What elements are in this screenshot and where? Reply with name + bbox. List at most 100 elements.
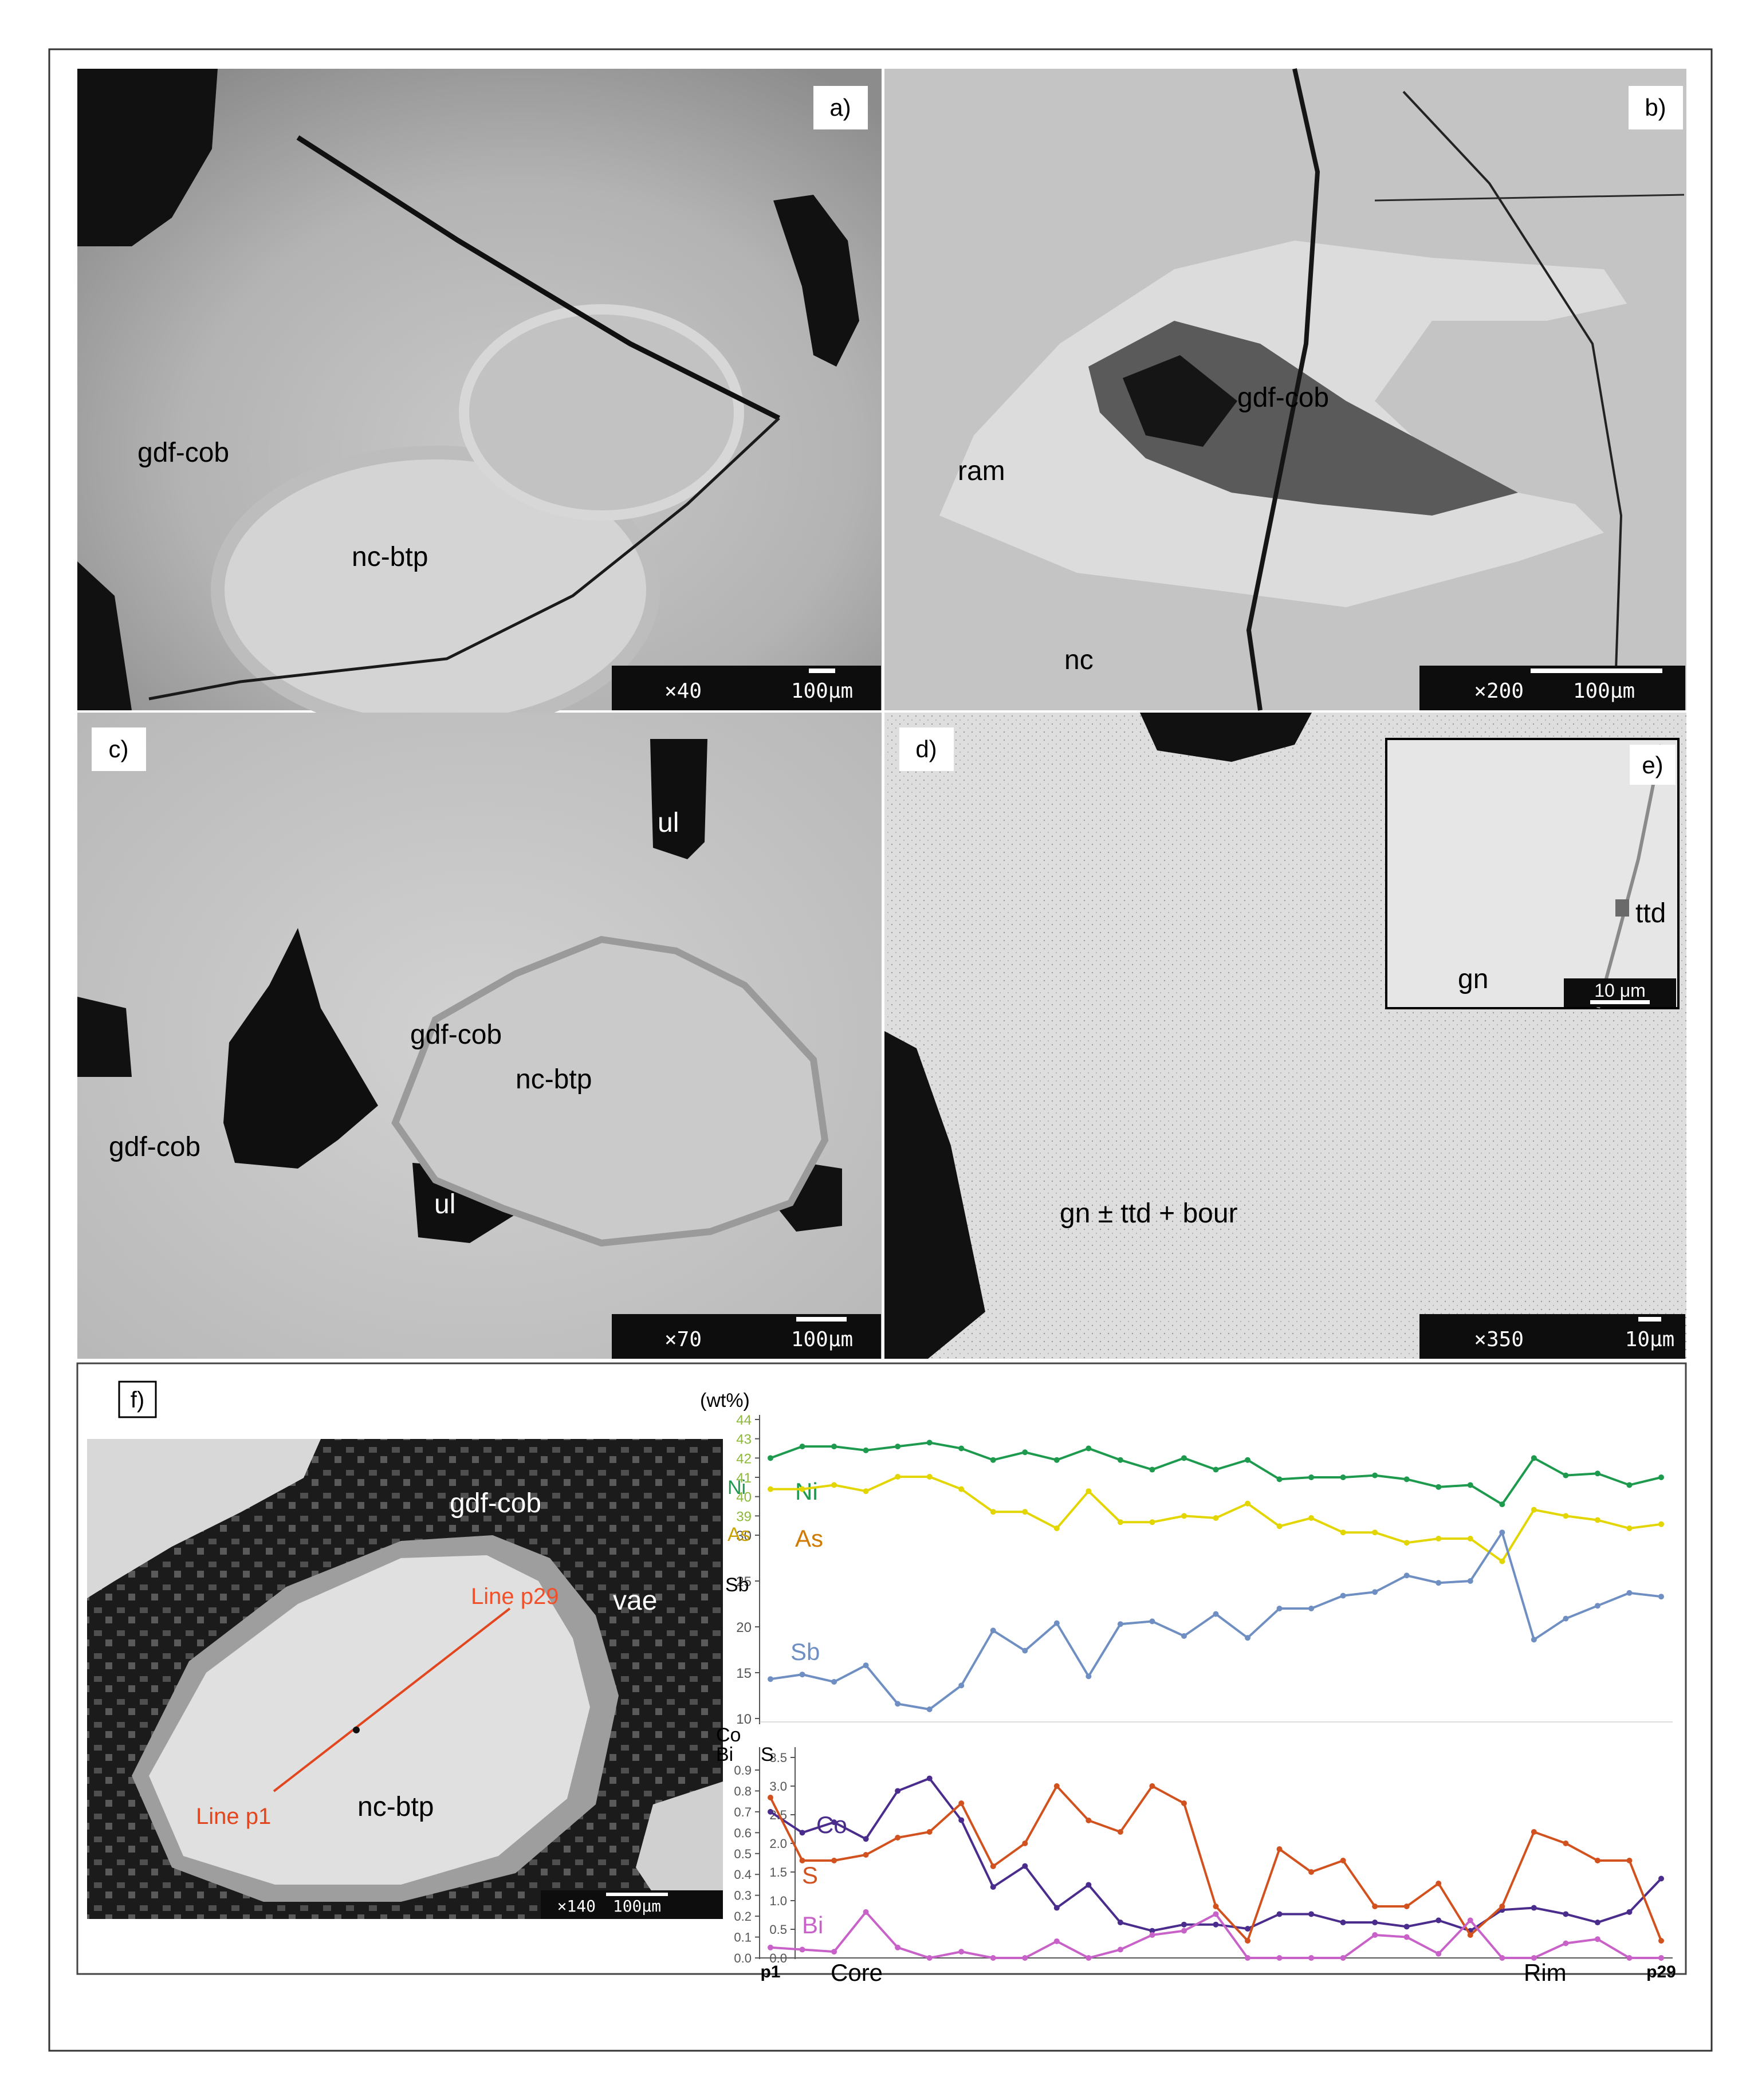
data-point-ni (958, 1445, 965, 1452)
cobi-tick-label: 0.9 (734, 1763, 752, 1777)
data-point-sb (1531, 1637, 1537, 1643)
panel-e-ttd-grain (1615, 899, 1629, 917)
ni-tick-label: 43 (736, 1432, 752, 1448)
panel-d-dark-grain-top (1140, 713, 1312, 762)
series-line-ni (770, 1441, 1662, 1506)
ni-tick-label: 40 (736, 1490, 752, 1505)
data-point-s (926, 1829, 933, 1835)
data-point-as (1436, 1536, 1442, 1541)
data-point-co (958, 1817, 965, 1823)
data-point-as (990, 1509, 996, 1515)
panel-d: d) gn ± ttd + bour ×350 10μm e) ttd gn 1… (884, 713, 1686, 1359)
panel-a-dark-grain-left (77, 69, 218, 246)
cobi-tick-label: 0.3 (734, 1889, 752, 1903)
data-point-bi (1340, 1955, 1346, 1961)
cobi-tick-label: 0.6 (734, 1826, 752, 1840)
series-label-s: S (802, 1862, 818, 1889)
data-point-bi (895, 1944, 901, 1950)
panel-c-dark-void-center (223, 928, 378, 1169)
panel-a-scale-bar-label: 100μm (791, 679, 853, 703)
panel-b-tag: b) (1645, 94, 1666, 121)
panel-f-scale-bar-label: 100μm (613, 1897, 661, 1916)
data-point-co (926, 1775, 933, 1782)
data-point-sb (1403, 1572, 1410, 1579)
data-point-ni (831, 1444, 837, 1450)
panel-e-scale-bar-label: 10 μm (1594, 980, 1646, 1001)
series-label-sb: Sb (791, 1638, 820, 1665)
data-point-co (1372, 1920, 1378, 1926)
data-point-co (1436, 1917, 1442, 1924)
data-point-sb (1658, 1594, 1664, 1600)
data-point-s (1213, 1904, 1219, 1909)
cobi-tick-label: 0.1 (734, 1930, 752, 1945)
data-point-ni (926, 1440, 933, 1446)
data-point-as (1022, 1509, 1028, 1515)
panel-a-label-nc-btp: nc-btp (352, 542, 428, 572)
data-point-s (1340, 1858, 1346, 1863)
data-point-bi (1149, 1932, 1155, 1938)
panel-f-label-nc-btp: nc-btp (357, 1792, 434, 1822)
cobi-tick-label: 0.8 (734, 1784, 752, 1798)
panel-f-profile-point (353, 1727, 360, 1733)
axis-name-as: As (727, 1524, 750, 1545)
axis-name-bi: Bi (716, 1744, 733, 1765)
panel-f-scale-mag: ×140 (557, 1897, 596, 1916)
data-point-ni (1213, 1466, 1219, 1473)
data-point-as (1531, 1507, 1537, 1513)
cobi-tick-label: 0.7 (734, 1805, 752, 1819)
data-point-ni (1117, 1457, 1123, 1463)
data-point-as (1117, 1519, 1123, 1525)
data-point-sb (1213, 1611, 1219, 1617)
data-point-s (1403, 1904, 1410, 1909)
panel-e-tag-box (1630, 745, 1676, 785)
s-tick-label: 1.0 (769, 1894, 787, 1908)
data-point-sb (1276, 1606, 1283, 1611)
panel-b-label-gdf-cob: gdf-cob (1237, 383, 1329, 413)
data-point-as (1245, 1500, 1251, 1507)
panel-e-label-ttd: ttd (1635, 898, 1666, 929)
series-line-sb (770, 1529, 1662, 1711)
data-point-s (958, 1800, 965, 1806)
data-point-ni (863, 1447, 869, 1453)
data-point-bi (1403, 1934, 1410, 1940)
panel-b-scale-mag: ×200 (1474, 679, 1524, 703)
profile-chart: (wt%) 44 43 42 41 40 39 30 25 20 15 10 Ni As Sb Ni… (700, 1390, 1676, 1986)
data-point-sb (1499, 1529, 1505, 1536)
data-point-as (1467, 1536, 1473, 1541)
panel-c-scale-bar (796, 1317, 847, 1322)
data-point-bi (1276, 1955, 1283, 1961)
data-point-as (1594, 1517, 1600, 1523)
panel-c-scale-mag: ×70 (664, 1328, 702, 1351)
series-label-as: As (795, 1525, 823, 1552)
data-point-s (1276, 1846, 1283, 1852)
panel-a-colloform-upper (459, 304, 744, 521)
series-label-bi: Bi (802, 1912, 823, 1938)
data-point-s (1436, 1881, 1442, 1886)
panel-f-nc-btp-core (149, 1555, 590, 1885)
data-point-co (768, 1808, 773, 1815)
data-point-sb (1086, 1673, 1092, 1680)
panel-e-label-gn: gn (1458, 964, 1488, 994)
ni-tick-label: 39 (736, 1509, 752, 1524)
data-point-ni (1181, 1455, 1187, 1461)
data-point-bi (1372, 1932, 1378, 1938)
x-label-start: p1 (760, 1963, 780, 1981)
data-point-bi (768, 1944, 773, 1950)
x-label-rim: Rim (1524, 1959, 1567, 1986)
data-point-sb (926, 1706, 933, 1712)
panel-d-scale-mag: ×350 (1474, 1328, 1524, 1351)
data-point-ni (799, 1444, 805, 1450)
data-point-as (1053, 1525, 1060, 1531)
panel-f-lower-right-grain (636, 1782, 723, 1919)
data-point-s (1245, 1938, 1251, 1944)
data-point-s (1467, 1932, 1473, 1938)
data-point-s (831, 1858, 837, 1863)
panel-d-dark-grain-left (884, 1031, 985, 1359)
data-point-s (768, 1795, 773, 1800)
panel-b-tag-box (1629, 86, 1683, 129)
data-point-s (1372, 1904, 1378, 1909)
data-point-as (1340, 1529, 1346, 1536)
data-point-s (1308, 1869, 1315, 1875)
data-point-s (1149, 1783, 1155, 1789)
